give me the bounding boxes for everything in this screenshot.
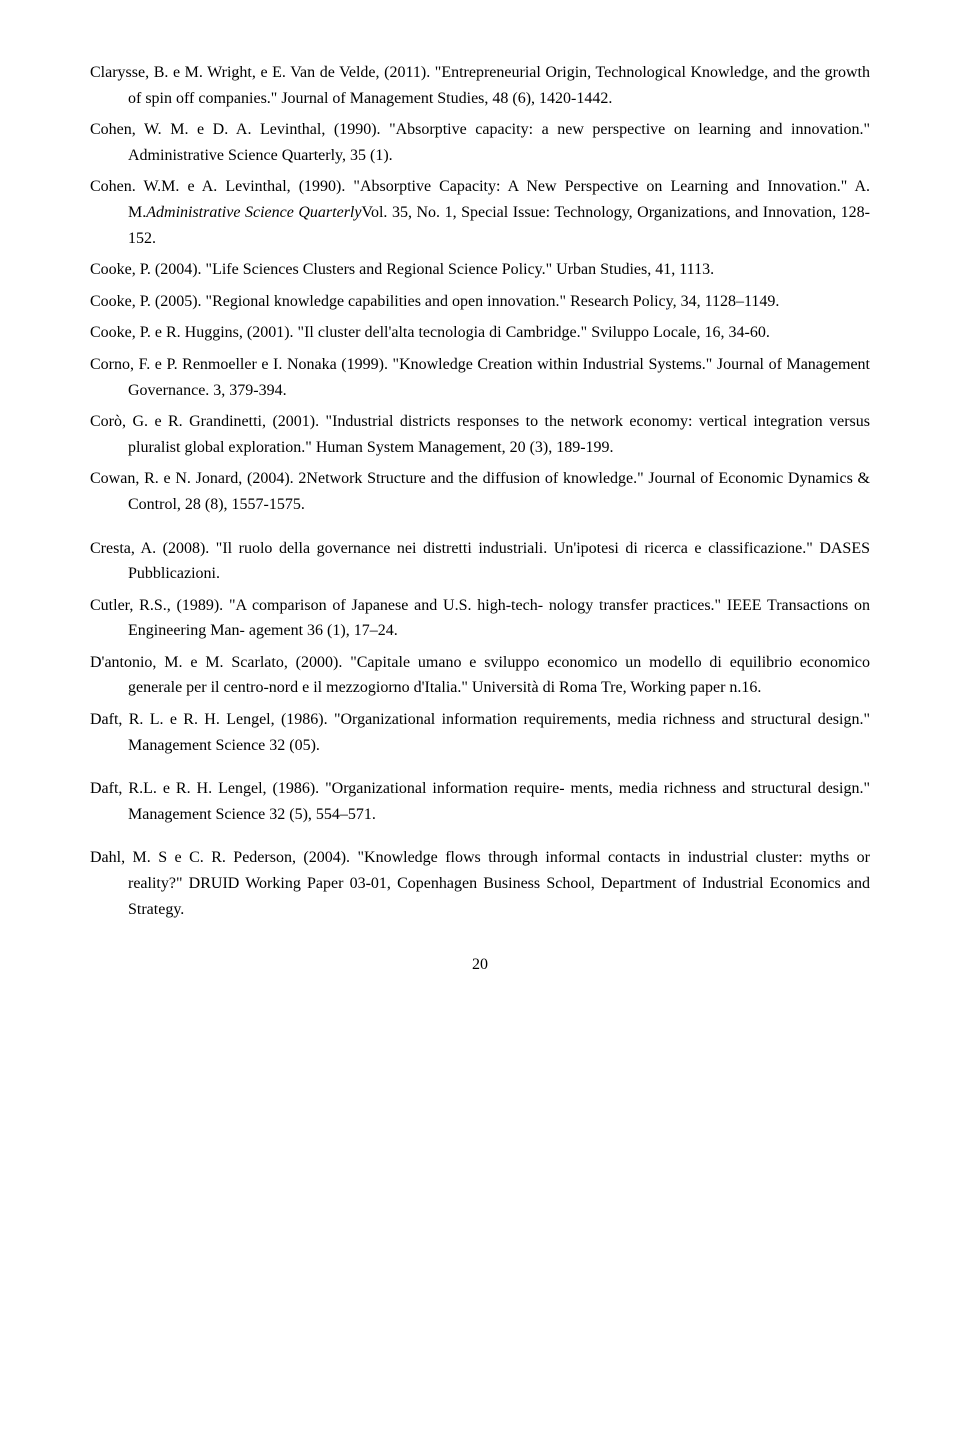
reference-entry: Cooke, P. (2004). "Life Sciences Cluster…: [90, 257, 870, 283]
references-list: Clarysse, B. e M. Wright, e E. Van de Ve…: [90, 60, 870, 922]
reference-entry: Clarysse, B. e M. Wright, e E. Van de Ve…: [90, 60, 870, 111]
reference-entry: Cohen. W.M. e A. Levinthal, (1990). "Abs…: [90, 174, 870, 251]
reference-entry: Cresta, A. (2008). "Il ruolo della gover…: [90, 536, 870, 587]
reference-entry: Dahl, M. S e C. R. Pederson, (2004). "Kn…: [90, 845, 870, 922]
page-number: 20: [90, 952, 870, 978]
reference-entry: Corò, G. e R. Grandinetti, (2001). "Indu…: [90, 409, 870, 460]
reference-entry: Cooke, P. (2005). "Regional knowledge ca…: [90, 289, 870, 315]
reference-entry: Cowan, R. e N. Jonard, (2004). 2Network …: [90, 466, 870, 517]
reference-entry: Cooke, P. e R. Huggins, (2001). "Il clus…: [90, 320, 870, 346]
reference-entry: Cohen, W. M. e D. A. Levinthal, (1990). …: [90, 117, 870, 168]
reference-entry: Corno, F. e P. Renmoeller e I. Nonaka (1…: [90, 352, 870, 403]
reference-entry: Cutler, R.S., (1989). "A comparison of J…: [90, 593, 870, 644]
reference-entry: Daft, R. L. e R. H. Lengel, (1986). "Org…: [90, 707, 870, 758]
reference-entry: D'antonio, M. e M. Scarlato, (2000). "Ca…: [90, 650, 870, 701]
reference-entry: Daft, R.L. e R. H. Lengel, (1986). "Orga…: [90, 776, 870, 827]
